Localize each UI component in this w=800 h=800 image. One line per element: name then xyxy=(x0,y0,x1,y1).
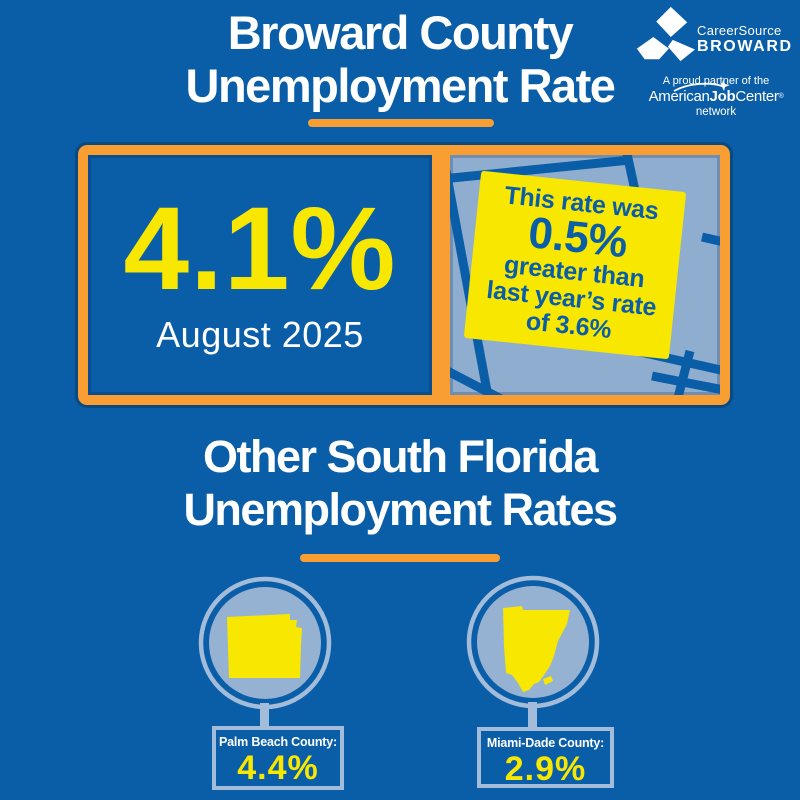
careersource-pinwheel-icon xyxy=(636,6,695,62)
page-title-line1: Broward County xyxy=(227,6,574,59)
map-box: This rate was 0.5% greater than last yea… xyxy=(450,155,720,395)
palm-beach-county-shape xyxy=(198,576,332,710)
partner-tagline: A proud partner of the xyxy=(662,75,770,87)
rate-period: August 2025 xyxy=(156,314,364,355)
ajc-center: Center xyxy=(735,88,779,105)
ajc-job: Job xyxy=(709,88,736,105)
palm-beach-rate: 4.4% xyxy=(237,749,319,787)
ajc-swoosh-icon xyxy=(673,80,730,92)
ajc-american: American xyxy=(648,88,710,105)
miami-dade-county-name: Miami-Dade County: xyxy=(486,736,605,750)
palm-beach-county-name: Palm Beach County: xyxy=(219,735,337,749)
careersource-brand-text: CareerSource BROWARD xyxy=(697,24,793,55)
registered-mark: ® xyxy=(778,93,784,100)
miami-dade-label-box: Miami-Dade County: 2.9% xyxy=(477,727,614,788)
section-title: Other South Florida Unemployment Rates xyxy=(0,430,800,536)
page-title-line2: Unemployment Rate xyxy=(185,59,616,112)
unemployment-rate-value: 4.1% xyxy=(123,183,397,315)
page-title: Broward County Unemployment Rate xyxy=(0,6,800,112)
miami-dade-rate: 2.9% xyxy=(504,750,587,788)
network-label: network xyxy=(695,106,737,118)
section-underline-accent xyxy=(300,554,500,562)
current-rate-box: 4.1% August 2025 xyxy=(88,155,432,395)
american-job-center-wordmark: AmericanJobCenter® xyxy=(628,89,800,105)
miami-dade-connector xyxy=(528,702,537,728)
miami-dade-county-shape xyxy=(466,575,600,709)
title-underline-accent xyxy=(308,119,494,127)
rate-change-callout: This rate was 0.5% greater than last yea… xyxy=(463,170,687,360)
palm-beach-label-box: Palm Beach County: 4.4% xyxy=(212,726,344,790)
section-title-line2: Unemployment Rates xyxy=(183,484,618,535)
palm-beach-connector xyxy=(260,703,269,728)
brand-name: CareerSource xyxy=(697,23,782,38)
section-title-line1: Other South Florida xyxy=(203,431,599,482)
panel-divider xyxy=(432,155,450,395)
rate-panel: 4.1% August 2025 This rate was 0.5% xyxy=(75,142,733,408)
brand-region: BROWARD xyxy=(697,38,793,55)
